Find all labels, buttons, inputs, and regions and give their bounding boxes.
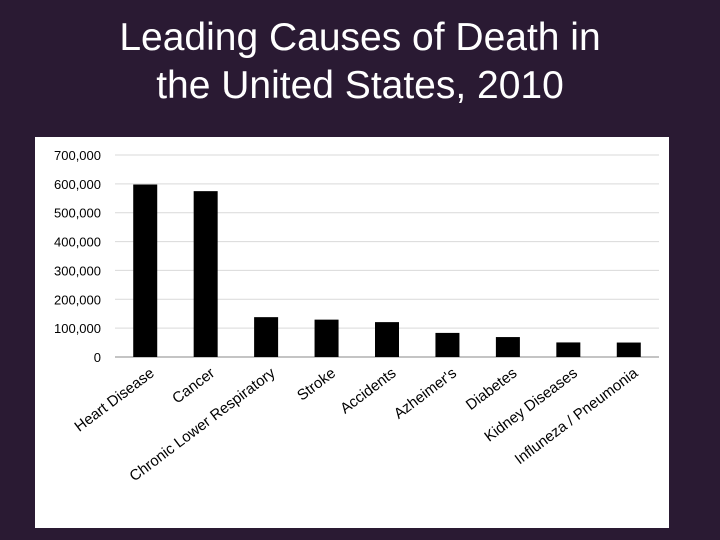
y-tick-label: 100,000 xyxy=(54,321,101,336)
y-axis-tick-labels: 0 100,000 200,000 300,000 400,000 500,000 600,… xyxy=(54,148,101,365)
bar xyxy=(314,319,339,357)
bar xyxy=(193,191,218,357)
y-tick-label: 700,000 xyxy=(54,148,101,163)
bar xyxy=(556,342,581,357)
slide-title: Leading Causes of Death in the United St… xyxy=(0,14,720,110)
bar xyxy=(495,337,520,357)
chart-panel: 0 100,000 200,000 300,000 400,000 500,000 600,… xyxy=(35,137,669,528)
y-tick-label: 600,000 xyxy=(54,177,101,192)
y-tick-label: 500,000 xyxy=(54,206,101,221)
x-category-label: Diabetes xyxy=(463,365,521,414)
y-tick-label: 400,000 xyxy=(54,235,101,250)
y-tick-label: 200,000 xyxy=(54,292,101,307)
x-category-label: Cancer xyxy=(169,365,218,408)
bar xyxy=(435,332,460,357)
y-tick-label: 300,000 xyxy=(54,263,101,278)
x-category-label: Stroke xyxy=(294,365,339,405)
bars xyxy=(133,184,641,357)
slide-title-line-1: Leading Causes of Death in xyxy=(119,16,601,59)
bar-chart: 0 100,000 200,000 300,000 400,000 500,000 600,… xyxy=(54,148,659,485)
x-category-label: Heart Disease xyxy=(71,365,157,436)
y-tick-label: 0 xyxy=(94,350,101,365)
x-category-label: Azheimer's xyxy=(391,365,460,423)
bar xyxy=(375,322,399,357)
bar xyxy=(254,317,279,357)
bar xyxy=(616,342,641,357)
slide-title-line-2: the United States, 2010 xyxy=(156,64,564,107)
bar xyxy=(133,184,158,357)
